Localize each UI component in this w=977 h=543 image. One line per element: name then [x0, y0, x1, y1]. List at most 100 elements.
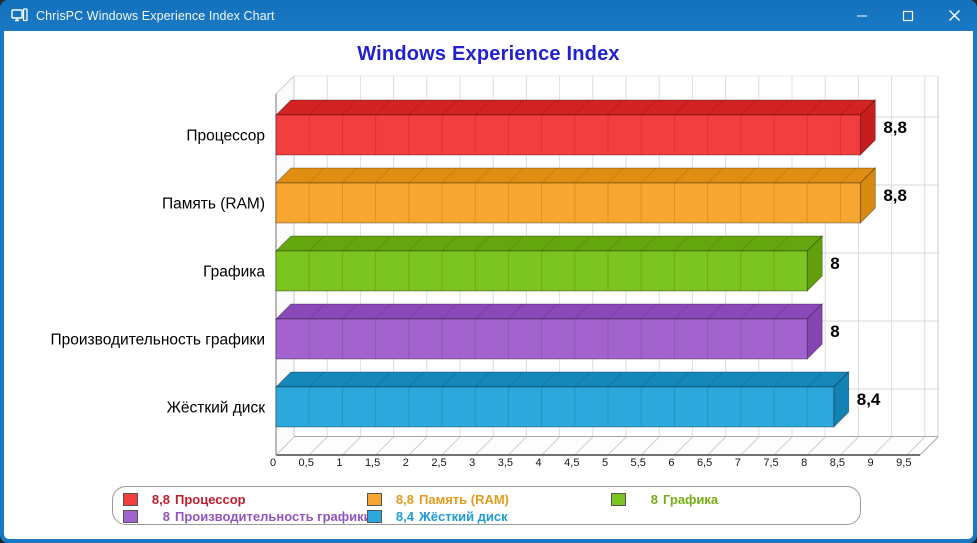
legend-item: 8 Графика	[611, 492, 718, 507]
bar-segment-line	[640, 99, 657, 116]
bar-segment-line	[474, 371, 491, 388]
bar-segment-line	[541, 303, 557, 320]
legend: 8,8 Процессор 8,8 Память (RAM) 8 Графика 8 Прои…	[112, 486, 861, 525]
bar-segment-line	[342, 371, 358, 388]
bar-value-label: 8,8	[883, 118, 907, 137]
minimize-button[interactable]	[839, 0, 885, 31]
legend-item: 8,4 Жёсткий диск	[367, 509, 508, 524]
chart-bar: 8,8 Память (RAM)	[162, 167, 907, 224]
legend-value: 8,4	[395, 509, 414, 524]
bar-segment-line	[574, 371, 591, 388]
gridline	[873, 436, 892, 456]
legend-label: Память (RAM)	[419, 492, 510, 507]
bar-segment-line	[607, 235, 624, 252]
bar-front-face	[275, 182, 861, 224]
bar-segment-line	[508, 235, 524, 252]
x-tick-label: 0	[270, 457, 276, 469]
bar-segment-line	[408, 99, 425, 116]
bar-top-face	[275, 167, 877, 184]
bar-segment-line	[740, 371, 757, 388]
bar-segment-line	[541, 167, 557, 184]
bar-value-label: 8	[830, 322, 839, 341]
bar-segment-line	[308, 99, 325, 116]
legend-value: 8	[162, 509, 170, 524]
bar-front-face	[275, 386, 835, 428]
bar-segment-line	[342, 167, 358, 184]
bar-chart: 8,8 Процессор 8,8 Память (RAM) 8 Графика 8 Прои…	[51, 75, 939, 469]
bar-segment-line	[375, 303, 391, 320]
x-tick-label: 0,5	[299, 457, 314, 469]
x-tick-label: 2	[403, 457, 409, 469]
bar-segment-line	[773, 167, 790, 184]
bar-segment-line	[541, 371, 557, 388]
bar-segment-line	[474, 303, 491, 320]
bar-segment-line	[740, 167, 757, 184]
bar-segment-line	[840, 167, 856, 184]
category-label: Производительность графики	[51, 332, 266, 349]
legend-swatch	[367, 510, 382, 523]
x-tick-label: 3	[469, 457, 475, 469]
bar-segment-line	[441, 167, 458, 184]
gridline	[308, 436, 328, 456]
bar-segment-line	[441, 99, 458, 116]
legend-item: 8,8 Процессор	[123, 492, 246, 507]
bar-segment-line	[308, 235, 325, 252]
maximize-icon	[902, 10, 914, 21]
bar-front-face	[275, 318, 808, 360]
chart-title: Windows Experience Index	[357, 43, 620, 65]
legend-value: 8,8	[151, 492, 170, 507]
bar-segment-line	[408, 371, 425, 388]
x-tick-label: 7,5	[763, 457, 778, 469]
close-icon	[948, 10, 960, 21]
bar-segment-line	[474, 235, 491, 252]
gridline	[740, 436, 760, 456]
legend-label: Графика	[663, 492, 719, 507]
minimize-icon	[857, 14, 867, 17]
legend-swatch	[611, 493, 626, 506]
close-button[interactable]	[931, 0, 977, 31]
legend-label: Жёсткий диск	[419, 509, 508, 524]
legend-label: Производительность графики	[175, 509, 372, 524]
bar-segment-line	[806, 167, 823, 184]
bar-value-label: 8,4	[857, 390, 881, 409]
bar-segment-line	[441, 371, 458, 388]
bar-value-label: 8	[830, 254, 839, 273]
gridline	[474, 436, 494, 456]
bar-segment-line	[674, 371, 690, 388]
bar-segment-line	[840, 99, 856, 116]
gridline	[806, 436, 826, 456]
x-tick-label: 1	[336, 457, 342, 469]
x-tick-label: 3,5	[498, 457, 513, 469]
bar-segment-line	[740, 99, 757, 116]
bar-segment-line	[308, 167, 325, 184]
window-controls	[839, 0, 977, 31]
bar-segment-line	[441, 235, 458, 252]
chart-bar: 8 Производительность графики	[51, 303, 840, 360]
bar-segment-line	[707, 235, 723, 252]
gridline	[640, 436, 660, 456]
maximize-button[interactable]	[885, 0, 931, 31]
bar-value-label: 8,8	[883, 186, 907, 205]
bar-segment-line	[574, 99, 591, 116]
bar-segment-line	[607, 371, 624, 388]
bar-segment-line	[607, 99, 624, 116]
bar-segment-line	[674, 167, 690, 184]
bar-segment-line	[707, 303, 723, 320]
bar-segment-line	[375, 235, 391, 252]
gridline	[408, 436, 428, 456]
bar-segment-line	[707, 371, 723, 388]
bar-segment-line	[773, 303, 790, 320]
bar-segment-line	[806, 99, 823, 116]
bar-segment-line	[674, 303, 690, 320]
bar-segment-line	[740, 235, 757, 252]
gridline	[508, 436, 527, 456]
legend-swatch	[367, 493, 382, 506]
gridline	[541, 436, 560, 456]
bar-segment-line	[640, 371, 657, 388]
bar-segment-line	[375, 371, 391, 388]
bar-top-face	[275, 371, 850, 388]
gridline	[919, 436, 939, 456]
bar-segment-line	[773, 235, 790, 252]
bar-segment-line	[773, 371, 790, 388]
chart-bar: 8,8 Процессор	[186, 99, 907, 156]
